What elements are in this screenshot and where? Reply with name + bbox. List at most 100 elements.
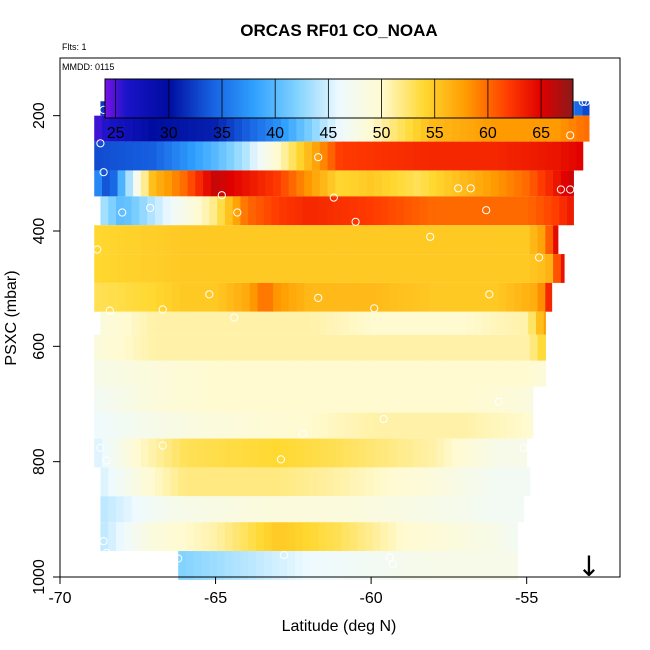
- heatmap-cell: [242, 115, 251, 142]
- heatmap-cell: [201, 496, 210, 523]
- heatmap-cell: [327, 412, 336, 439]
- heatmap-cell: [473, 551, 483, 580]
- heatmap-cell: [512, 467, 522, 497]
- heatmap-cell: [312, 282, 321, 312]
- observation-point: [96, 443, 105, 452]
- heatmap-cell: [133, 254, 142, 283]
- heatmap-cell: [232, 522, 242, 552]
- colorbar-segment: [424, 79, 428, 118]
- heatmap-cell: [232, 196, 242, 226]
- heatmap-cell: [357, 551, 366, 580]
- heatmap-cell: [434, 467, 444, 497]
- heatmap-cell: [187, 334, 196, 361]
- heatmap-cell: [389, 360, 399, 387]
- heatmap-cell: [195, 360, 204, 387]
- colorbar-segment: [320, 79, 324, 118]
- heatmap-cell: [100, 522, 109, 552]
- heatmap-cell: [156, 360, 165, 387]
- colorbar-segment: [256, 79, 260, 118]
- colorbar-segment: [227, 79, 231, 118]
- heatmap-cell: [483, 360, 492, 387]
- heatmap-cell: [94, 438, 103, 468]
- heatmap-cell: [326, 196, 335, 226]
- heatmap-cell: [186, 496, 195, 523]
- heatmap-cell: [164, 438, 173, 468]
- colorbar-segment: [232, 79, 236, 118]
- heatmap-cell: [210, 282, 220, 312]
- heatmap-cell: [389, 334, 399, 361]
- colorbar-segment: [437, 79, 441, 118]
- heatmap-cell: [374, 386, 383, 413]
- heatmap-cell: [481, 311, 490, 335]
- heatmap-cell: [568, 115, 578, 142]
- colorbar-segment: [450, 79, 454, 118]
- heatmap-cell: [358, 360, 368, 387]
- heatmap-cell: [405, 386, 414, 413]
- observation-point: [298, 429, 307, 439]
- heatmap-cell: [172, 141, 181, 171]
- colorbar-tick-label: 65: [532, 125, 550, 142]
- heatmap-cell: [380, 467, 389, 497]
- observation-point: [158, 305, 167, 314]
- heatmap-cell: [226, 360, 235, 387]
- observation-point: [485, 290, 494, 299]
- heatmap-cell: [490, 170, 500, 197]
- heatmap-cell: [506, 282, 515, 312]
- colorbar-segment: [530, 79, 534, 118]
- heatmap-cell: [156, 225, 165, 255]
- heatmap-cell: [413, 115, 422, 142]
- heatmap-cell: [341, 311, 350, 335]
- heatmap-cell: [506, 170, 515, 197]
- heatmap-cell: [326, 496, 335, 523]
- heatmap-cell: [397, 254, 406, 283]
- heatmap-cell: [358, 438, 368, 468]
- observation-point: [466, 184, 475, 193]
- heatmap-cell: [498, 386, 508, 413]
- heatmap-cell: [413, 360, 422, 387]
- colorbar-segment: [296, 79, 300, 118]
- heatmap-cell: [444, 334, 453, 361]
- heatmap-cell: [210, 225, 220, 255]
- heatmap-cell: [234, 225, 243, 255]
- observation-point: [388, 560, 397, 569]
- heatmap-cell: [506, 412, 515, 439]
- heatmap-cell: [459, 386, 469, 413]
- heatmap-cell: [147, 196, 156, 226]
- heatmap-cell: [125, 438, 134, 468]
- heatmap-cell: [203, 115, 212, 142]
- heatmap-cell: [156, 386, 165, 413]
- heatmap-cell: [217, 551, 226, 580]
- heatmap-cell: [179, 412, 189, 439]
- colorbar-segment: [134, 79, 138, 118]
- heatmap-cell: [490, 334, 500, 361]
- heatmap-cell: [218, 254, 228, 283]
- heatmap-cell: [125, 360, 134, 387]
- heatmap-cell: [210, 334, 220, 361]
- heatmap-cell: [459, 141, 469, 171]
- heatmap-cell: [405, 225, 414, 255]
- heatmap-cell: [405, 282, 414, 312]
- heatmap-cell: [514, 412, 523, 439]
- heatmap-cell: [498, 170, 508, 197]
- heatmap-cell: [489, 496, 498, 523]
- heatmap-cell: [296, 282, 305, 312]
- heatmap-cell: [210, 438, 220, 468]
- heatmap-cell: [265, 386, 274, 413]
- heatmap-cell: [498, 438, 508, 468]
- colorbar-segment: [456, 79, 460, 118]
- heatmap-cell: [257, 360, 266, 387]
- heatmap-cell: [560, 141, 570, 171]
- colorbar-segment: [155, 79, 159, 118]
- heatmap-cell: [294, 551, 304, 580]
- heatmap-cell: [450, 467, 459, 497]
- heatmap-cell: [187, 282, 196, 312]
- heatmap-cell: [481, 467, 490, 497]
- heatmap-cell: [162, 311, 172, 335]
- heatmap-cell: [382, 360, 391, 387]
- heatmap-cell: [102, 334, 111, 361]
- heatmap-cell: [382, 438, 391, 468]
- heatmap-cell: [263, 311, 273, 335]
- heatmap-cell: [545, 170, 554, 197]
- heatmap-cell: [380, 311, 389, 335]
- heatmap-cell: [271, 522, 280, 552]
